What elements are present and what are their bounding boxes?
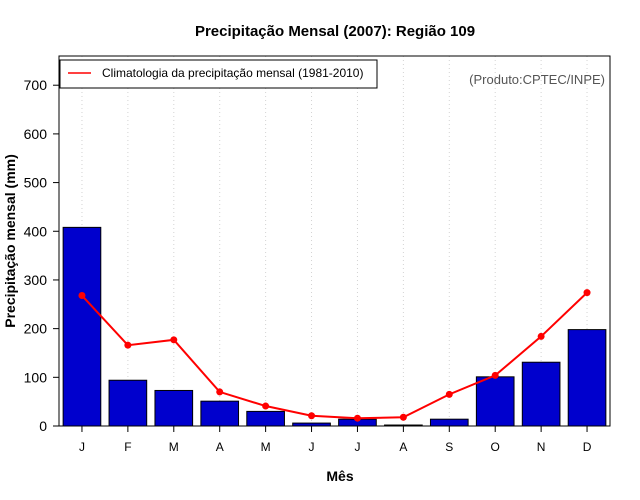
- bar-11: [567, 329, 607, 427]
- climatology-point-10: [537, 332, 545, 340]
- climatology-point-6: [353, 414, 361, 422]
- bar-series: [62, 226, 607, 427]
- bar-8: [429, 418, 469, 427]
- x-tick-label: A: [216, 440, 224, 454]
- x-tick-label: F: [124, 440, 131, 454]
- legend-label: Climatologia da precipitação mensal (198…: [102, 66, 363, 80]
- y-axis: 0 100 200 300 400 500 600 700: [24, 77, 59, 434]
- bar-9: [475, 376, 515, 427]
- x-tick-label: D: [583, 440, 592, 454]
- y-tick-label: 700: [24, 77, 48, 93]
- bar-2: [154, 389, 194, 427]
- grid-lines: [81, 56, 588, 426]
- bar-0: [62, 226, 102, 427]
- bar-10: [521, 361, 561, 427]
- climatology-point-0: [78, 292, 86, 300]
- climatology-line-series: [78, 289, 591, 422]
- bar-3: [200, 400, 240, 427]
- x-tick-label: A: [399, 440, 407, 454]
- x-tick-label: M: [261, 440, 271, 454]
- x-tick-label: J: [309, 440, 315, 454]
- y-axis-label: Precipitação mensal (mm): [2, 154, 18, 328]
- climatology-point-2: [170, 336, 178, 344]
- climatology-line: [81, 291, 588, 420]
- plot-frame: [58, 55, 611, 427]
- climatology-point-4: [262, 402, 270, 410]
- climatology-point-5: [308, 412, 316, 420]
- chart-title: Precipitação Mensal (2007): Região 109: [195, 23, 475, 40]
- source-annotation: (Produto:CPTEC/INPE): [469, 72, 605, 87]
- y-tick-label: 300: [24, 272, 48, 288]
- x-tick-label: J: [79, 440, 85, 454]
- y-tick-label: 500: [24, 175, 48, 191]
- legend: Climatologia da precipitação mensal (198…: [59, 59, 378, 89]
- x-tick-label: M: [169, 440, 179, 454]
- y-tick-label: 0: [39, 418, 47, 434]
- bar-4: [246, 410, 285, 427]
- y-tick-label: 600: [24, 126, 48, 142]
- bar-1: [108, 379, 148, 427]
- x-tick-label: S: [445, 440, 453, 454]
- x-tick-label: J: [354, 440, 360, 454]
- climatology-point-11: [583, 289, 591, 297]
- x-tick-label: O: [491, 440, 500, 454]
- y-tick-label: 100: [24, 369, 48, 385]
- legend-box: [59, 59, 378, 89]
- y-tick-label: 400: [24, 223, 48, 239]
- y-tick-label: 200: [24, 321, 48, 337]
- climatology-point-7: [399, 413, 407, 421]
- x-tick-label: N: [537, 440, 546, 454]
- climatology-point-8: [445, 390, 453, 398]
- climatology-point-1: [124, 341, 132, 349]
- climatology-point-9: [491, 371, 499, 379]
- x-axis-label: Mês: [326, 468, 353, 484]
- climatology-point-3: [216, 388, 224, 396]
